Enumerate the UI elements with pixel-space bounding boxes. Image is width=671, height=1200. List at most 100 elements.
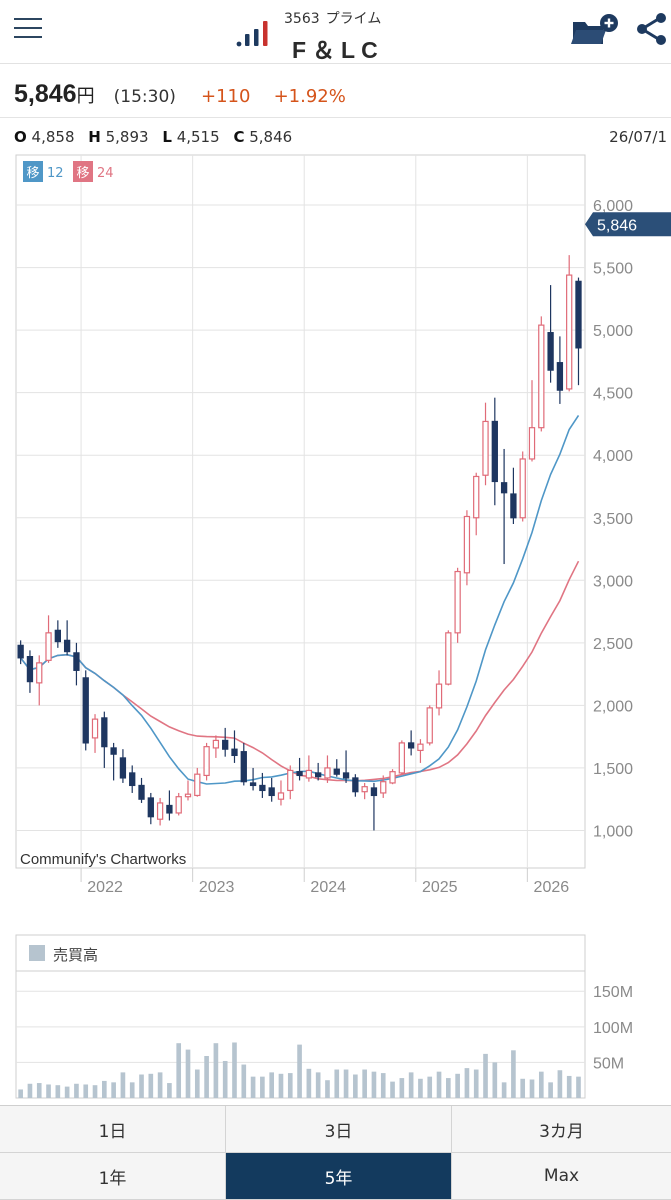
app-header: 3563 プライム F＆LC — [0, 0, 671, 64]
candle — [91, 714, 99, 753]
candle-body-down — [259, 784, 266, 792]
volume-bar — [74, 1083, 79, 1098]
volume-y-tick-label: 100M — [593, 1020, 633, 1037]
tab-1-year[interactable]: 1年 — [0, 1153, 226, 1200]
candle-body-up — [91, 718, 99, 739]
tab-5-year[interactable]: 5年 — [226, 1153, 452, 1200]
candle — [315, 762, 322, 781]
candle — [482, 402, 489, 486]
volume-bar — [167, 1083, 172, 1098]
volume-bar — [176, 1043, 182, 1098]
folder-add-icon[interactable] — [570, 13, 622, 49]
volume-bar — [343, 1069, 349, 1098]
candle — [156, 797, 164, 826]
volume-bar — [455, 1073, 460, 1098]
tab-3-month[interactable]: 3カ月 — [452, 1106, 671, 1153]
volume-bar — [325, 1080, 330, 1098]
price-change: +110 — [201, 86, 251, 107]
candle — [296, 757, 303, 781]
y-tick-label: 1,500 — [593, 761, 633, 778]
candle-body-down — [222, 739, 229, 750]
candle-body-down — [166, 804, 173, 814]
candle — [538, 316, 545, 432]
chart-logo-icon — [236, 21, 268, 47]
candle — [110, 742, 117, 781]
candle — [473, 472, 480, 536]
candle-body-up — [36, 662, 43, 684]
volume-bar — [529, 1079, 535, 1098]
candle-body-up — [426, 707, 433, 744]
volume-y-tick-label: 50M — [593, 1055, 624, 1072]
candle — [407, 730, 415, 756]
candle-body-up — [445, 632, 452, 685]
current-price: 5,846 — [14, 80, 77, 108]
candle-body-down — [129, 772, 136, 787]
candle-body-up — [203, 746, 210, 777]
volume-bar — [213, 1043, 219, 1098]
candle — [519, 451, 526, 522]
candle-body-up — [398, 742, 405, 774]
volume-bar — [427, 1076, 433, 1098]
divider — [0, 117, 671, 118]
stock-code: 3563 — [284, 11, 320, 27]
candle-body-up — [287, 769, 294, 792]
candle — [556, 336, 564, 404]
volume-bar — [18, 1089, 23, 1098]
candle-body-up — [417, 743, 424, 752]
x-tick-label: 2022 — [87, 879, 123, 896]
share-icon[interactable] — [636, 12, 668, 46]
open-value: 4,858 — [31, 128, 75, 146]
tab-max[interactable]: Max — [452, 1153, 671, 1200]
candle — [63, 620, 71, 656]
volume-bar — [334, 1069, 340, 1098]
candle — [417, 739, 424, 763]
candle-body-down — [268, 787, 275, 797]
volume-y-tick-label: 150M — [593, 984, 633, 1001]
volume-bar — [306, 1068, 312, 1098]
candle-body-up — [454, 570, 461, 634]
candle — [528, 380, 536, 462]
candle-body-down — [352, 777, 359, 793]
volume-bar — [194, 1069, 200, 1098]
legend-badge — [73, 161, 93, 182]
candle-body-down — [63, 639, 71, 653]
candle-body-up — [482, 420, 489, 476]
menu-icon[interactable] — [14, 18, 42, 42]
price-chart[interactable]: 1,000 1,500 2,000 2,500 3,000 3,500 4,000 4,500… — [0, 150, 671, 900]
candle — [426, 705, 433, 746]
y-tick-label: 2,500 — [593, 636, 633, 653]
volume-bar — [260, 1076, 265, 1098]
candle — [454, 567, 461, 643]
candle-body-down — [407, 742, 415, 749]
candle-body-down — [249, 782, 257, 787]
candle-body-down — [231, 748, 238, 757]
y-tick-label: 4,000 — [593, 448, 633, 465]
y-tick-label: 3,000 — [593, 573, 633, 590]
candle-body-down — [17, 644, 24, 659]
volume-bar — [473, 1069, 479, 1098]
candle-body-up — [184, 793, 192, 798]
stock-code-line: 3563 プライム — [284, 8, 381, 28]
volume-bar — [501, 1082, 507, 1098]
candle — [287, 765, 294, 800]
volume-bar — [222, 1060, 228, 1098]
candle — [305, 755, 313, 782]
volume-bar — [408, 1072, 414, 1098]
volume-bar — [120, 1072, 126, 1098]
candle-body-down — [54, 629, 61, 643]
tab-1-day[interactable]: 1日 — [0, 1106, 226, 1153]
low-value: 4,515 — [176, 128, 220, 146]
candle — [389, 769, 396, 785]
price-change-percent: +1.92% — [273, 86, 346, 107]
company-name: F＆LC — [292, 37, 384, 63]
y-tick-label: 5,500 — [593, 261, 633, 278]
volume-bar — [148, 1073, 154, 1098]
price-time: (15:30) — [113, 87, 176, 107]
legend-badge-text: 移 — [26, 166, 39, 181]
candle — [36, 655, 43, 706]
tab-3-day[interactable]: 3日 — [226, 1106, 452, 1153]
candle — [240, 742, 247, 786]
open-label: O — [14, 128, 27, 146]
volume-chart[interactable]: 売買高 50M 100M 150M — [0, 930, 671, 1105]
volume-bar — [111, 1082, 116, 1098]
